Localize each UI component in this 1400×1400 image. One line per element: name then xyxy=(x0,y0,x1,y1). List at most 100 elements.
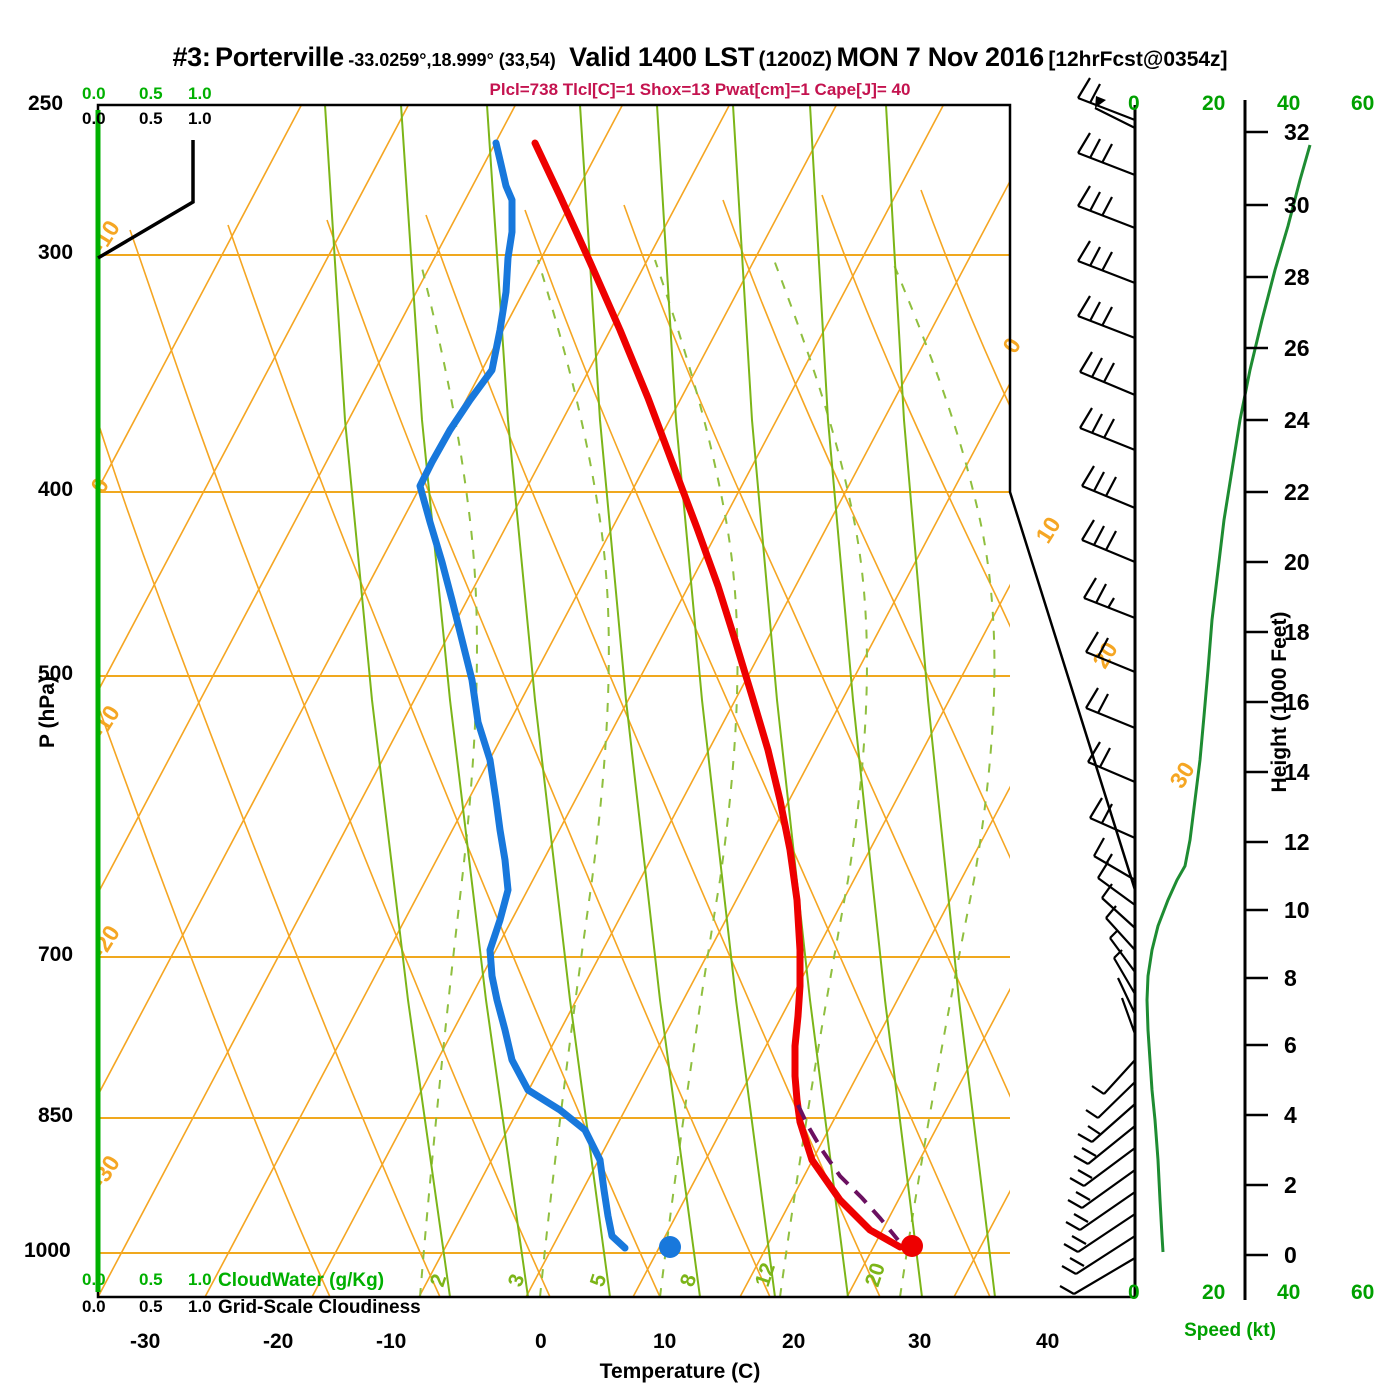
wind-barb xyxy=(1085,687,1136,730)
temperature-axis-label: Temperature (C) xyxy=(599,1360,761,1383)
pressure-tick: 700 xyxy=(38,943,74,966)
isotherm-label-right: 10 xyxy=(1030,512,1066,547)
wind-barb xyxy=(1077,185,1136,230)
wind-barb xyxy=(1059,1257,1136,1295)
mixing-ratio-labels: 2 3 5 8 12 20 xyxy=(426,1260,890,1289)
wind-barb xyxy=(1079,407,1136,452)
isotherm-labels: -10 0 -10 -20 -30 0 10 20 30 xyxy=(85,216,1200,1193)
height-tick: 8 xyxy=(1284,965,1297,991)
height-tick: 30 xyxy=(1284,192,1310,218)
cloudwater-tick-bottom: 1.0 xyxy=(188,1270,212,1289)
pressure-tick: 400 xyxy=(38,478,74,501)
wind-barb xyxy=(1081,465,1136,510)
wind-barb xyxy=(1067,1169,1136,1209)
wind-barbs xyxy=(1059,77,1137,1295)
surface-temperature-marker xyxy=(901,1235,923,1257)
wind-barb xyxy=(1077,77,1136,122)
wind-barb xyxy=(1120,997,1137,1035)
height-tick: 18 xyxy=(1284,619,1310,645)
wind-barb xyxy=(1073,1125,1136,1165)
wind-barb xyxy=(1109,929,1136,973)
cloudwater-tick-top: 0.0 xyxy=(82,84,106,103)
mixing-ratio-lines xyxy=(324,105,996,1297)
height-tick: 20 xyxy=(1284,549,1310,575)
temperature-tick: -10 xyxy=(376,1330,407,1353)
pressure-tick: 300 xyxy=(38,241,74,264)
isotherm-label-right: 30 xyxy=(1164,757,1200,792)
cloudiness-profile xyxy=(97,140,195,260)
valid-date: MON 7 Nov 2016 xyxy=(836,42,1044,72)
temperature-tick: 30 xyxy=(908,1330,932,1353)
temperature-tick: 20 xyxy=(782,1330,806,1353)
speed-tick-top: 40 xyxy=(1277,92,1301,115)
pressure-tick: 500 xyxy=(38,662,74,685)
saturated-adiabat-lines xyxy=(419,259,996,1297)
speed-tick-bottom: 60 xyxy=(1351,1281,1375,1304)
pressure-tick: 250 xyxy=(28,92,64,115)
height-tick-labels: 0 2 4 6 8 10 12 14 16 18 20 22 24 26 28 … xyxy=(1284,119,1310,1268)
dry-adiabat-lines xyxy=(98,189,1010,1297)
cloudiness-tick-top: 0.0 xyxy=(82,109,106,128)
height-tick: 22 xyxy=(1284,479,1310,505)
wind-barb xyxy=(1087,741,1136,784)
wind-barb xyxy=(1077,240,1136,285)
height-tick: 14 xyxy=(1284,759,1310,785)
pressure-tick: 850 xyxy=(38,1104,74,1127)
height-tick: 2 xyxy=(1284,1172,1297,1198)
dewpoint-profile xyxy=(416,139,629,1252)
wind-barb xyxy=(1117,977,1136,1015)
temperature-tick: 10 xyxy=(653,1330,677,1353)
surface-dewpoint-marker xyxy=(659,1236,681,1258)
station-id: #3: xyxy=(172,42,211,72)
valid-time-z: (1200Z) xyxy=(758,48,833,71)
wind-barb xyxy=(1113,949,1136,995)
wind-barb xyxy=(1091,1059,1136,1095)
wind-barb xyxy=(1101,883,1136,929)
wind-barb xyxy=(1085,631,1136,674)
height-tick: 10 xyxy=(1284,897,1310,923)
isotherm-label-right: 0 xyxy=(997,333,1026,358)
isotherm-label-left: -10 xyxy=(85,216,125,258)
isobar-lines xyxy=(98,105,1010,1254)
station-coords: -33.0259°,18.999° (33,54) xyxy=(348,50,556,70)
speed-tick-bottom: 0 xyxy=(1128,1281,1140,1304)
temperature-tick: 40 xyxy=(1036,1330,1060,1353)
height-tick: 0 xyxy=(1284,1242,1297,1268)
cloudwater-tick-top: 0.5 xyxy=(139,84,163,103)
cloudiness-axis-label: Grid-Scale Cloudiness xyxy=(218,1297,421,1318)
forecast-stamp: [12hrFcst@0354z] xyxy=(1048,48,1228,71)
height-axis-ticks xyxy=(1245,130,1268,1257)
wind-barb xyxy=(1083,577,1136,620)
wind-barb-legend-icon xyxy=(1094,96,1136,129)
isotherm-label-left: -10 xyxy=(85,701,125,743)
cloudwater-tick-bottom: 0.5 xyxy=(139,1270,163,1289)
cloudwater-tick-bottom: 0.0 xyxy=(82,1270,106,1289)
wind-barb xyxy=(1105,905,1136,951)
speed-axis-label: Speed (kt) xyxy=(1184,1320,1276,1341)
temperature-tick: 0 xyxy=(535,1330,547,1353)
speed-tick-top: 0 xyxy=(1128,92,1140,115)
wind-barb xyxy=(1077,295,1136,340)
speed-tick-top: 60 xyxy=(1351,92,1375,115)
wind-barb xyxy=(1077,1103,1136,1143)
height-tick: 28 xyxy=(1284,264,1310,290)
speed-tick-bottom: 40 xyxy=(1277,1281,1301,1304)
cloudiness-tick-bottom: 0.5 xyxy=(139,1297,163,1316)
wind-barb xyxy=(1089,797,1136,840)
speed-tick-bottom: 20 xyxy=(1202,1281,1226,1304)
wind-barb xyxy=(1069,1147,1136,1187)
cloudwater-axis-label: CloudWater (g/Kg) xyxy=(218,1270,385,1291)
isotherm-lines xyxy=(98,105,1010,1297)
wind-barb xyxy=(1079,351,1136,397)
cloudiness-tick-top: 0.5 xyxy=(139,109,163,128)
wind-barb xyxy=(1081,519,1136,564)
height-tick: 16 xyxy=(1284,689,1310,715)
isotherm-label-left: -30 xyxy=(85,1151,125,1193)
height-tick: 26 xyxy=(1284,335,1310,361)
page-title: #3: Porterville -33.0259°,18.999° (33,54… xyxy=(0,42,1400,73)
pressure-axis-label: P (hPa) xyxy=(36,676,59,748)
speed-tick-top: 20 xyxy=(1202,92,1226,115)
skewt-grid xyxy=(98,105,1010,1297)
temperature-tick: -30 xyxy=(130,1330,161,1353)
